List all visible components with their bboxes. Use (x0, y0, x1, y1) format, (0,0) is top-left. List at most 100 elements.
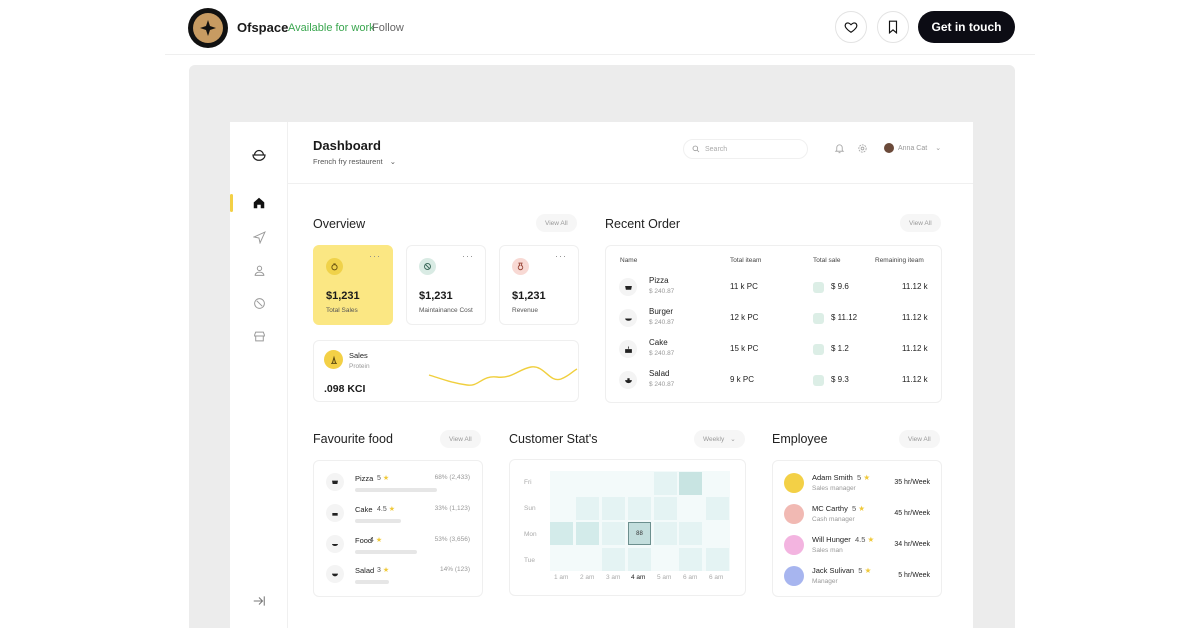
get-in-touch-button[interactable]: Get in touch (918, 11, 1015, 43)
heatmap-cell[interactable] (654, 472, 677, 495)
hour-label: 1 am (554, 574, 569, 581)
star-icon: ★ (858, 504, 866, 513)
order-sale: $ 9.6 (831, 282, 849, 291)
bookmark-button[interactable] (877, 11, 909, 43)
revenue-icon (512, 258, 529, 275)
sales-title: Sales (349, 351, 368, 360)
page-title: Dashboard (313, 138, 381, 153)
header: Dashboard French fry restaurent ⌄ Search… (288, 122, 973, 184)
heatmap-cell[interactable] (679, 472, 702, 495)
revenue-card[interactable]: ··· $1,231 Revenue (499, 245, 579, 325)
food-percentage: 14% (123) (440, 566, 470, 573)
period-label: Weekly (703, 435, 725, 443)
column-header: Remaining iteam (875, 257, 924, 264)
employee-hours: 35 hr/Week (894, 479, 930, 486)
sales-protein-card[interactable]: Sales Protein .098 KCI (313, 340, 579, 402)
dashboard-app: Dashboard French fry restaurent ⌄ Search… (230, 122, 973, 628)
search-placeholder: Search (705, 145, 728, 153)
collapse-sidebar-icon[interactable] (250, 592, 268, 610)
food-percentage: 33% (1,123) (434, 505, 470, 512)
total-sales-card[interactable]: ··· $1,231 Total Sales (313, 245, 393, 325)
heatmap-cell[interactable] (679, 548, 702, 571)
heatmap-cell[interactable] (706, 548, 729, 571)
day-label: Fri (524, 479, 532, 486)
avatar (784, 473, 804, 493)
pizza-icon (619, 278, 637, 296)
avatar (884, 143, 894, 153)
availability-status: Available for work (288, 22, 375, 34)
heatmap-cell[interactable] (602, 548, 625, 571)
order-remaining: 11.12 k (902, 375, 928, 384)
search-icon (692, 145, 700, 153)
sale-icon (813, 313, 824, 324)
user-name: Anna Cat (898, 144, 928, 152)
chevron-down-icon: ⌄ (730, 436, 736, 443)
brand-name[interactable]: Ofspace (237, 20, 289, 35)
store-icon[interactable] (250, 327, 268, 345)
like-button[interactable] (835, 11, 867, 43)
day-label: Tue (524, 557, 535, 564)
revenue-label: Revenue (512, 307, 539, 314)
restaurant-name: French fry restaurent (313, 157, 383, 166)
popularity-bar (355, 519, 401, 523)
order-name: Salad (649, 369, 670, 378)
column-header: Total sale (813, 257, 841, 264)
favourite-food-view-all-button[interactable]: View All (440, 430, 481, 448)
customer-stats-heatmap: Fri Sun Mon Tue 88 1 am 2 am 3 am 4 am 5… (509, 459, 746, 596)
more-icon[interactable]: ··· (369, 251, 381, 261)
employee-name: Adam Smith 5 ★ (812, 473, 871, 482)
food-rating: 4.5 ★ (377, 506, 395, 513)
heatmap-cell[interactable] (679, 522, 702, 545)
heatmap-cell[interactable] (654, 522, 677, 545)
star-icon: ★ (863, 473, 871, 482)
food-bowl-logo-icon[interactable] (250, 146, 268, 164)
revenue-value: $1,231 (512, 290, 546, 302)
more-icon[interactable]: ··· (462, 251, 474, 261)
column-header: Total iteam (730, 257, 762, 264)
employee-hours: 5 hr/Week (898, 572, 930, 579)
user-menu[interactable]: Anna Cat ⌄ (884, 143, 941, 153)
restaurant-selector[interactable]: French fry restaurent ⌄ (313, 157, 396, 166)
heatmap-cell-selected[interactable]: 88 (628, 522, 651, 545)
recent-order-view-all-button[interactable]: View All (900, 214, 941, 232)
maintenance-cost-card[interactable]: ··· $1,231 Maintainance Cost (406, 245, 486, 325)
chevron-down-icon: ⌄ (389, 157, 396, 166)
period-dropdown[interactable]: Weekly ⌄ (694, 430, 745, 448)
user-icon[interactable] (250, 261, 268, 279)
heatmap-cell[interactable] (628, 548, 651, 571)
star-icon: ★ (864, 566, 872, 575)
more-icon[interactable]: ··· (555, 251, 567, 261)
employee-view-all-button[interactable]: View All (899, 430, 940, 448)
home-icon[interactable] (250, 194, 268, 212)
day-label: Mon (524, 531, 537, 538)
star-icon: ★ (375, 537, 383, 544)
bookmark-icon (888, 20, 898, 34)
heatmap-cell[interactable] (602, 497, 625, 520)
food-percentage: 68% (2,433) (434, 474, 470, 481)
heatmap-cell[interactable] (602, 522, 625, 545)
heatmap-cell[interactable] (576, 497, 599, 520)
star-icon: ★ (382, 475, 390, 482)
cost-icon (419, 258, 436, 275)
favourite-food-list: Pizza 5 ★ 68% (2,433) Cake 4.5 ★ 33% (1,… (313, 460, 483, 597)
send-icon[interactable] (250, 228, 268, 246)
avatar (784, 535, 804, 555)
heatmap-cell[interactable] (654, 497, 677, 520)
heatmap-cell[interactable] (550, 522, 573, 545)
search-input[interactable]: Search (683, 139, 808, 159)
day-label: Sun (524, 505, 536, 512)
order-items: 11 k PC (730, 282, 758, 291)
popularity-bar (355, 580, 389, 584)
sales-subtitle: Protein (349, 363, 370, 370)
heatmap-cell[interactable] (706, 497, 729, 520)
heatmap-cell[interactable] (576, 522, 599, 545)
food-name: Cake (355, 505, 373, 514)
follow-link[interactable]: Follow (372, 22, 404, 34)
brand-logo[interactable] (188, 8, 228, 48)
overview-view-all-button[interactable]: View All (536, 214, 577, 232)
money-icon[interactable] (250, 294, 268, 312)
heatmap-cell[interactable] (628, 497, 651, 520)
food-name: Salad (355, 566, 375, 575)
bell-icon[interactable] (834, 143, 846, 155)
settings-icon[interactable] (857, 143, 869, 155)
